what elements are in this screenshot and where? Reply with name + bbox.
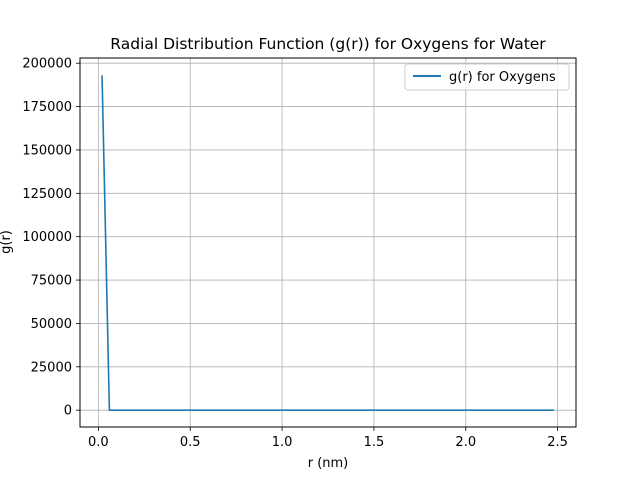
grid	[80, 58, 576, 427]
x-tick-label: 2.0	[455, 435, 476, 450]
legend: g(r) for Oxygens	[404, 63, 570, 91]
series-layer	[101, 75, 554, 411]
legend-box	[404, 63, 570, 91]
y-tick-label: 0	[64, 404, 72, 419]
y-tick-label: 100000	[22, 230, 72, 245]
y-tick-label: 50000	[31, 317, 72, 332]
axes-frame	[79, 57, 577, 428]
series-line	[101, 75, 554, 411]
y-tick-label: 150000	[22, 143, 72, 158]
legend-entry-label: g(r) for Oxygens	[449, 70, 556, 85]
y-axis-label: g(r)	[0, 230, 14, 254]
y-tick-label: 25000	[31, 360, 72, 375]
x-tick-label: 0.0	[88, 435, 109, 450]
y-tick-label: 200000	[22, 57, 72, 72]
y-tick-label: 75000	[31, 274, 72, 289]
y-tick-label: 175000	[22, 100, 72, 115]
y-tick-label: 125000	[22, 187, 72, 202]
x-axis-label: r (nm)	[308, 456, 349, 471]
x-tick-label: 0.5	[180, 435, 201, 450]
x-ticks: 0.0 0.5 1.0 1.5 2.0 2.5	[88, 427, 568, 450]
y-ticks: 0 25000 50000 75000 100000 125000 150000 175000…	[22, 57, 80, 419]
x-tick-label: 1.0	[272, 435, 293, 450]
x-tick-label: 1.5	[364, 435, 385, 450]
x-tick-label: 2.5	[547, 435, 568, 450]
chart-title: Radial Distribution Function (g(r)) for …	[110, 35, 546, 53]
